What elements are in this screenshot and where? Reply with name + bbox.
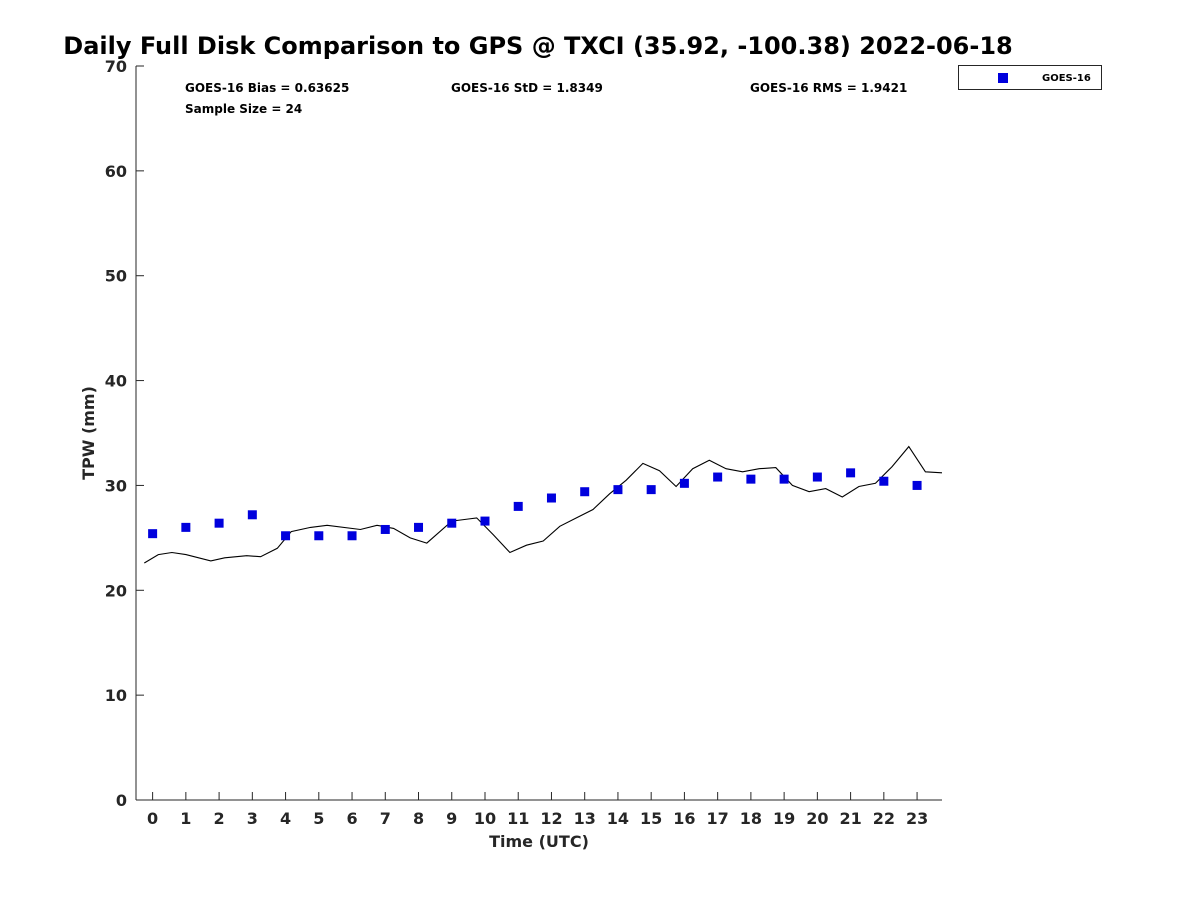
goes16-point (314, 531, 324, 541)
x-tick-label: 21 (839, 809, 861, 828)
goes16-point (546, 493, 556, 503)
goes16-point (779, 474, 789, 484)
legend: GOES-16 (958, 65, 1102, 90)
x-tick-label: 19 (773, 809, 795, 828)
x-tick-label: 4 (280, 809, 291, 828)
goes16-point (912, 480, 922, 490)
goes16-point (347, 531, 357, 541)
x-tick-label: 11 (507, 809, 529, 828)
y-tick-label: 30 (105, 476, 127, 495)
goes16-point (679, 478, 689, 488)
goes16-point (380, 524, 390, 534)
x-tick-label: 3 (247, 809, 258, 828)
x-tick-label: 10 (474, 809, 496, 828)
y-tick-label: 0 (116, 791, 127, 810)
x-tick-labels: 0 1 2 3 4 5 6 7 8 9 10 11 12 13 14 15 16 17 18 19 20 21 22 23 (147, 809, 928, 828)
y-axis-label: TPW (mm) (79, 386, 98, 480)
goes16-point (879, 476, 889, 486)
std-stat: GOES-16 StD = 1.8349 (451, 81, 603, 95)
sample-size-stat: Sample Size = 24 (185, 102, 302, 116)
x-tick-label: 12 (540, 809, 562, 828)
legend-box (958, 65, 1102, 90)
y-tick-label: 50 (105, 267, 127, 286)
goes16-point (646, 485, 656, 495)
goes16-point (846, 468, 856, 478)
goes16-point (580, 487, 590, 497)
x-tick-label: 13 (574, 809, 596, 828)
y-tick-label: 70 (105, 57, 127, 76)
goes16-point (447, 518, 457, 528)
y-tick-label: 20 (105, 581, 127, 600)
goes16-point (414, 522, 424, 532)
gps-line-series (144, 445, 943, 564)
y-tick-label: 40 (105, 372, 127, 391)
x-tick-label: 1 (180, 809, 191, 828)
x-tick-label: 20 (806, 809, 828, 828)
chart-title: Daily Full Disk Comparison to GPS @ TXCI… (63, 32, 1012, 60)
goes16-point (713, 472, 723, 482)
x-tick-label: 5 (313, 809, 324, 828)
x-axis-label: Time (UTC) (489, 832, 589, 851)
goes16-point-series (148, 468, 922, 541)
x-tick-label: 8 (413, 809, 424, 828)
bias-stat: GOES-16 Bias = 0.63625 (185, 81, 349, 95)
goes16-point (247, 510, 257, 520)
plot-area (136, 66, 942, 800)
rms-stat: GOES-16 RMS = 1.9421 (750, 81, 907, 95)
goes16-point (181, 522, 191, 532)
y-tick-label: 10 (105, 686, 127, 705)
goes16-point (214, 518, 224, 528)
legend-marker (998, 73, 1008, 83)
goes16-point (281, 531, 291, 541)
goes16-point (480, 516, 490, 526)
goes16-point (513, 501, 523, 511)
x-tick-label: 9 (446, 809, 457, 828)
gps-line (144, 445, 943, 564)
y-tick-label: 60 (105, 162, 127, 181)
legend-label: GOES-16 (1042, 73, 1091, 84)
x-tick-label: 6 (346, 809, 357, 828)
x-tick-label: 16 (673, 809, 695, 828)
x-tick-label: 15 (640, 809, 662, 828)
x-tick-label: 18 (740, 809, 762, 828)
x-tick-label: 7 (380, 809, 391, 828)
goes16-point (812, 472, 822, 482)
goes16-point (613, 485, 623, 495)
x-tick-label: 14 (607, 809, 629, 828)
x-tick-label: 2 (214, 809, 225, 828)
x-tick-label: 17 (707, 809, 729, 828)
x-tick-label: 0 (147, 809, 158, 828)
x-tick-label: 23 (906, 809, 928, 828)
goes16-point (148, 529, 158, 539)
goes16-point (746, 474, 756, 484)
x-tick-label: 22 (873, 809, 895, 828)
y-tick-labels: 0 10 20 30 40 50 60 70 (105, 57, 127, 810)
